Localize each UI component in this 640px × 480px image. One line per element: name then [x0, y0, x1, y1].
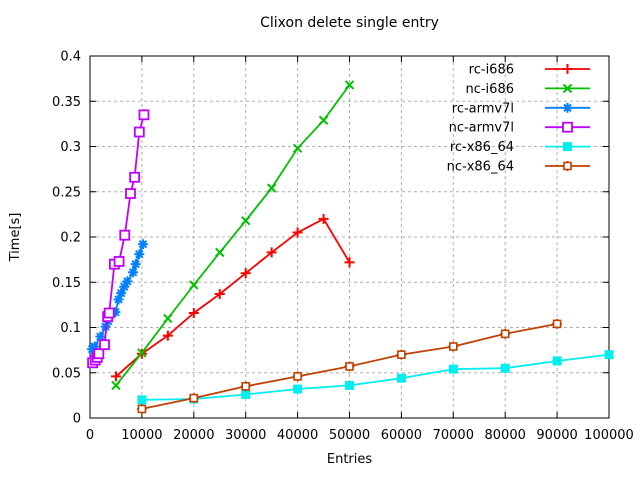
- x-tick-label: 100000: [584, 428, 634, 443]
- legend-label: rc-i686: [469, 63, 514, 78]
- legend-item-rc-i686: rc-i686: [469, 63, 590, 78]
- x-tick-label: 10000: [121, 428, 162, 443]
- series-line-nc-i686: [115, 84, 351, 386]
- series-nc-armv7l: [87, 109, 150, 369]
- x-tick-label: 20000: [173, 428, 214, 443]
- series-markers-nc-x86_64: [136, 318, 563, 414]
- x-axis-label: Entries: [326, 452, 373, 467]
- x-tick-label: 30000: [225, 428, 266, 443]
- legend-item-nc-x86_64: nc-x86_64: [447, 160, 590, 175]
- series-markers-rc-i686: [110, 213, 355, 382]
- y-tick-label: 0.35: [52, 95, 81, 110]
- series-markers-nc-armv7l: [87, 109, 150, 369]
- y-tick-label: 0.05: [52, 366, 81, 381]
- series-rc-x86_64: [137, 350, 614, 405]
- y-tick-label: 0.15: [52, 276, 81, 291]
- legend-item-rc-x86_64: rc-x86_64: [450, 140, 590, 155]
- legend-item-nc-armv7l: nc-armv7l: [449, 121, 590, 136]
- legend-label: nc-x86_64: [447, 160, 514, 175]
- x-tick-label: 60000: [381, 428, 422, 443]
- y-tick-labels: 0 0.05 0.1 0.15 0.2 0.25 0.3 0.35 0.4: [52, 50, 81, 427]
- y-tick-label: 0.25: [52, 185, 81, 200]
- legend-item-rc-armv7l: rc-armv7l: [452, 101, 590, 116]
- y-tick-label: 0.3: [60, 140, 81, 155]
- legend: rc-i686 nc-i686 rc-armv7l nc-armv7l rc-x86_6…: [447, 63, 590, 175]
- series-markers-rc-x86_64: [137, 350, 614, 405]
- x-tick-label: 50000: [329, 428, 370, 443]
- series-line-rc-x86_64: [141, 353, 610, 401]
- y-tick-label: 0.4: [60, 50, 81, 65]
- x-tick-label: 80000: [485, 428, 526, 443]
- x-tick-label: 40000: [277, 428, 318, 443]
- series-nc-i686: [111, 80, 355, 391]
- series-nc-x86_64: [136, 318, 563, 414]
- series-line-rc-i686: [115, 217, 351, 378]
- series-markers-nc-i686: [111, 80, 355, 391]
- x-tick-labels: 0 10000 20000 30000 40000 50000 60000 70000 8000…: [86, 428, 634, 443]
- y-tick-label: 0: [73, 412, 81, 427]
- series-rc-i686: [110, 213, 355, 382]
- legend-label: rc-armv7l: [452, 101, 514, 116]
- legend-label: nc-armv7l: [449, 121, 514, 136]
- x-tick-label: 0: [86, 428, 94, 443]
- axes-border: [89, 55, 610, 419]
- y-tick-label: 0.2: [60, 231, 81, 246]
- y-tick-label: 0.1: [60, 321, 81, 336]
- legend-label: nc-i686: [465, 82, 514, 97]
- chart-title: Clixon delete single entry: [260, 15, 439, 31]
- series-line-nc-armv7l: [91, 114, 145, 364]
- x-tick-label: 90000: [536, 428, 577, 443]
- legend-label: rc-x86_64: [450, 140, 514, 155]
- legend-item-nc-i686: nc-i686: [465, 82, 590, 97]
- x-tick-label: 70000: [433, 428, 474, 443]
